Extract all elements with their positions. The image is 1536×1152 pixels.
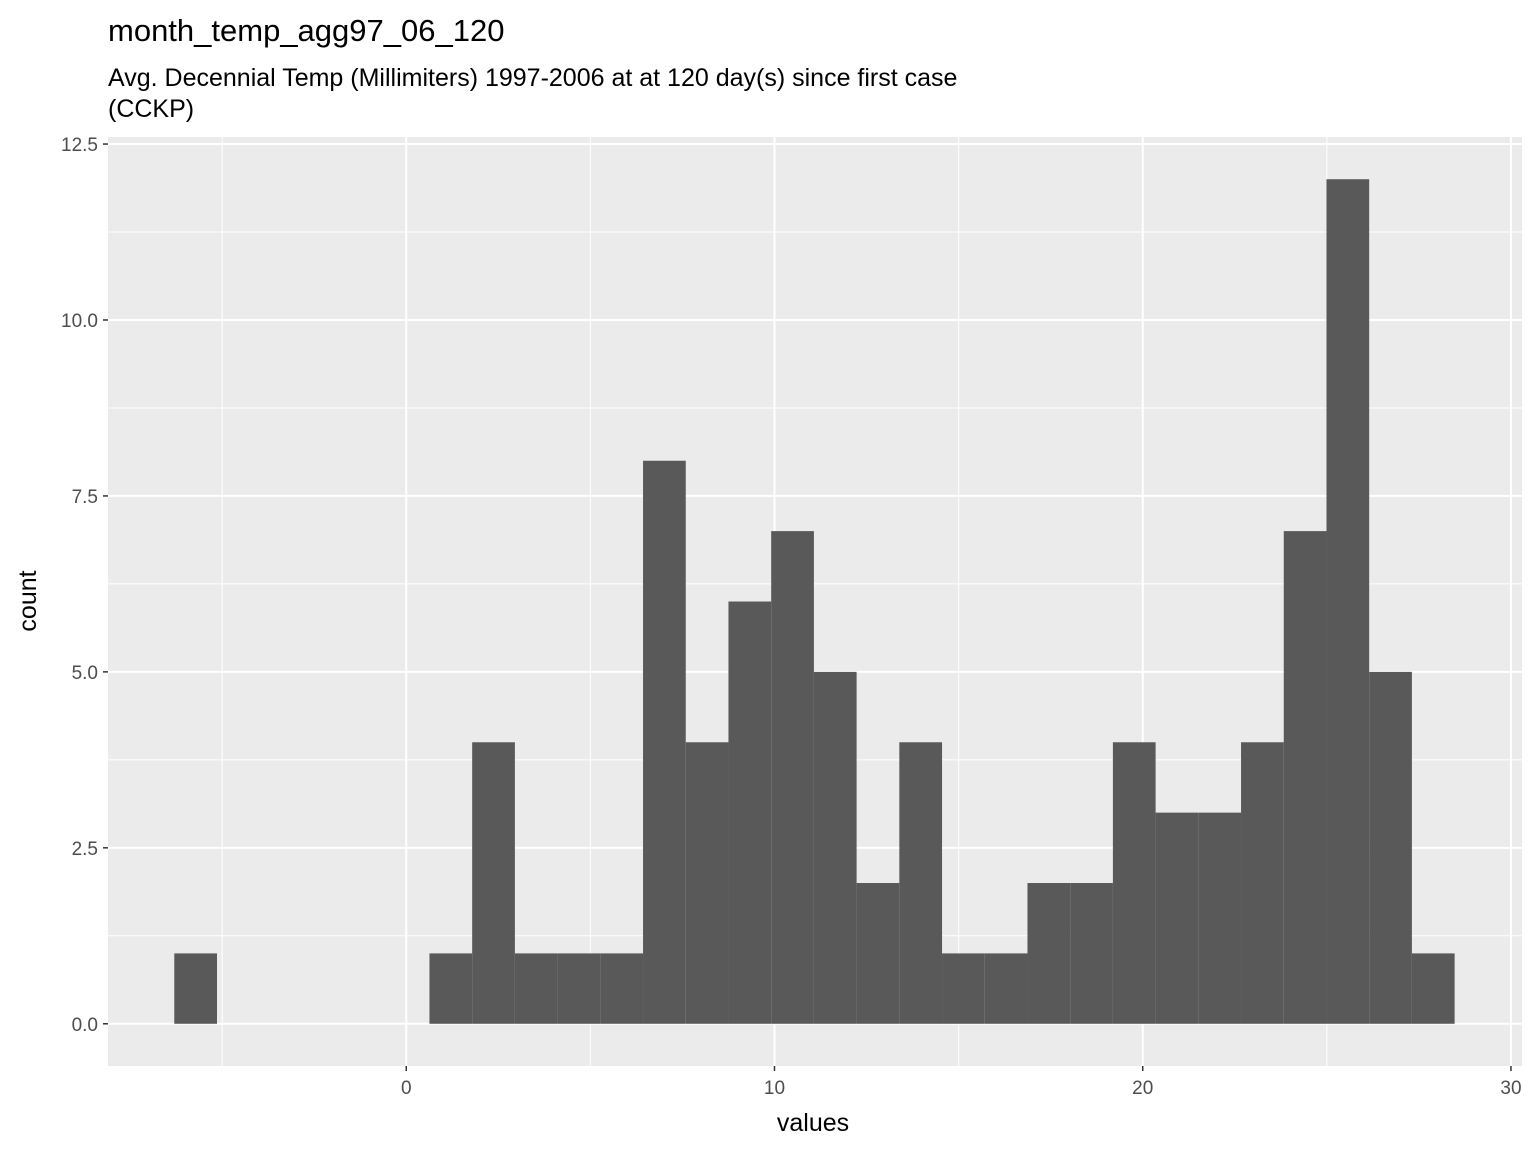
histogram-bar (557, 953, 601, 1024)
x-tick-label: 0 (401, 1078, 412, 1099)
chart-title: month_temp_agg97_06_120 (108, 13, 504, 48)
histogram-bar (685, 742, 729, 1024)
histogram-bar (813, 671, 857, 1024)
histogram-bar (1027, 883, 1071, 1024)
x-axis-title: values (777, 1109, 849, 1137)
y-tick-label: 12.5 (61, 135, 98, 156)
histogram-bar (1241, 742, 1284, 1024)
y-tick-label: 10.0 (61, 311, 98, 332)
histogram-bar (514, 953, 558, 1024)
histogram-bar (1326, 179, 1370, 1024)
histogram-bar (856, 883, 900, 1024)
y-axis-title: count (14, 570, 42, 631)
histogram-bar (899, 742, 943, 1024)
x-tick-label: 10 (764, 1078, 785, 1099)
histogram-bar (1198, 812, 1242, 1024)
histogram-bar (984, 953, 1028, 1024)
histogram-bar (771, 531, 814, 1024)
x-tick-label: 30 (1500, 1078, 1521, 1099)
histogram-bar (472, 742, 515, 1024)
y-axis: 0.0 2.5 5.0 7.5 10.0 12.5 (61, 135, 108, 1036)
histogram-bar (728, 601, 772, 1024)
histogram-bars (174, 179, 1455, 1024)
histogram-bar (174, 953, 217, 1024)
histogram-bar (1112, 742, 1156, 1024)
histogram-bar (1155, 812, 1199, 1024)
histogram-bar (942, 953, 985, 1024)
histogram-bar (600, 953, 644, 1024)
y-tick-label: 5.0 (72, 663, 98, 684)
y-tick-label: 7.5 (72, 487, 98, 508)
chart-subtitle-line-2: (CCKP) (108, 95, 194, 123)
histogram-bar (1411, 953, 1455, 1024)
y-tick-label: 0.0 (72, 1015, 98, 1036)
x-axis: 0 10 20 30 (401, 1066, 1522, 1099)
histogram-bar (643, 460, 686, 1024)
histogram-bar (1283, 531, 1327, 1024)
histogram-bar (1369, 671, 1412, 1024)
x-tick-label: 20 (1132, 1078, 1153, 1099)
y-tick-label: 2.5 (72, 839, 98, 860)
histogram-bar (429, 953, 473, 1024)
chart-subtitle-line-1: Avg. Decennial Temp (Millimiters) 1997-2… (108, 64, 957, 92)
histogram-bar (1070, 883, 1113, 1024)
